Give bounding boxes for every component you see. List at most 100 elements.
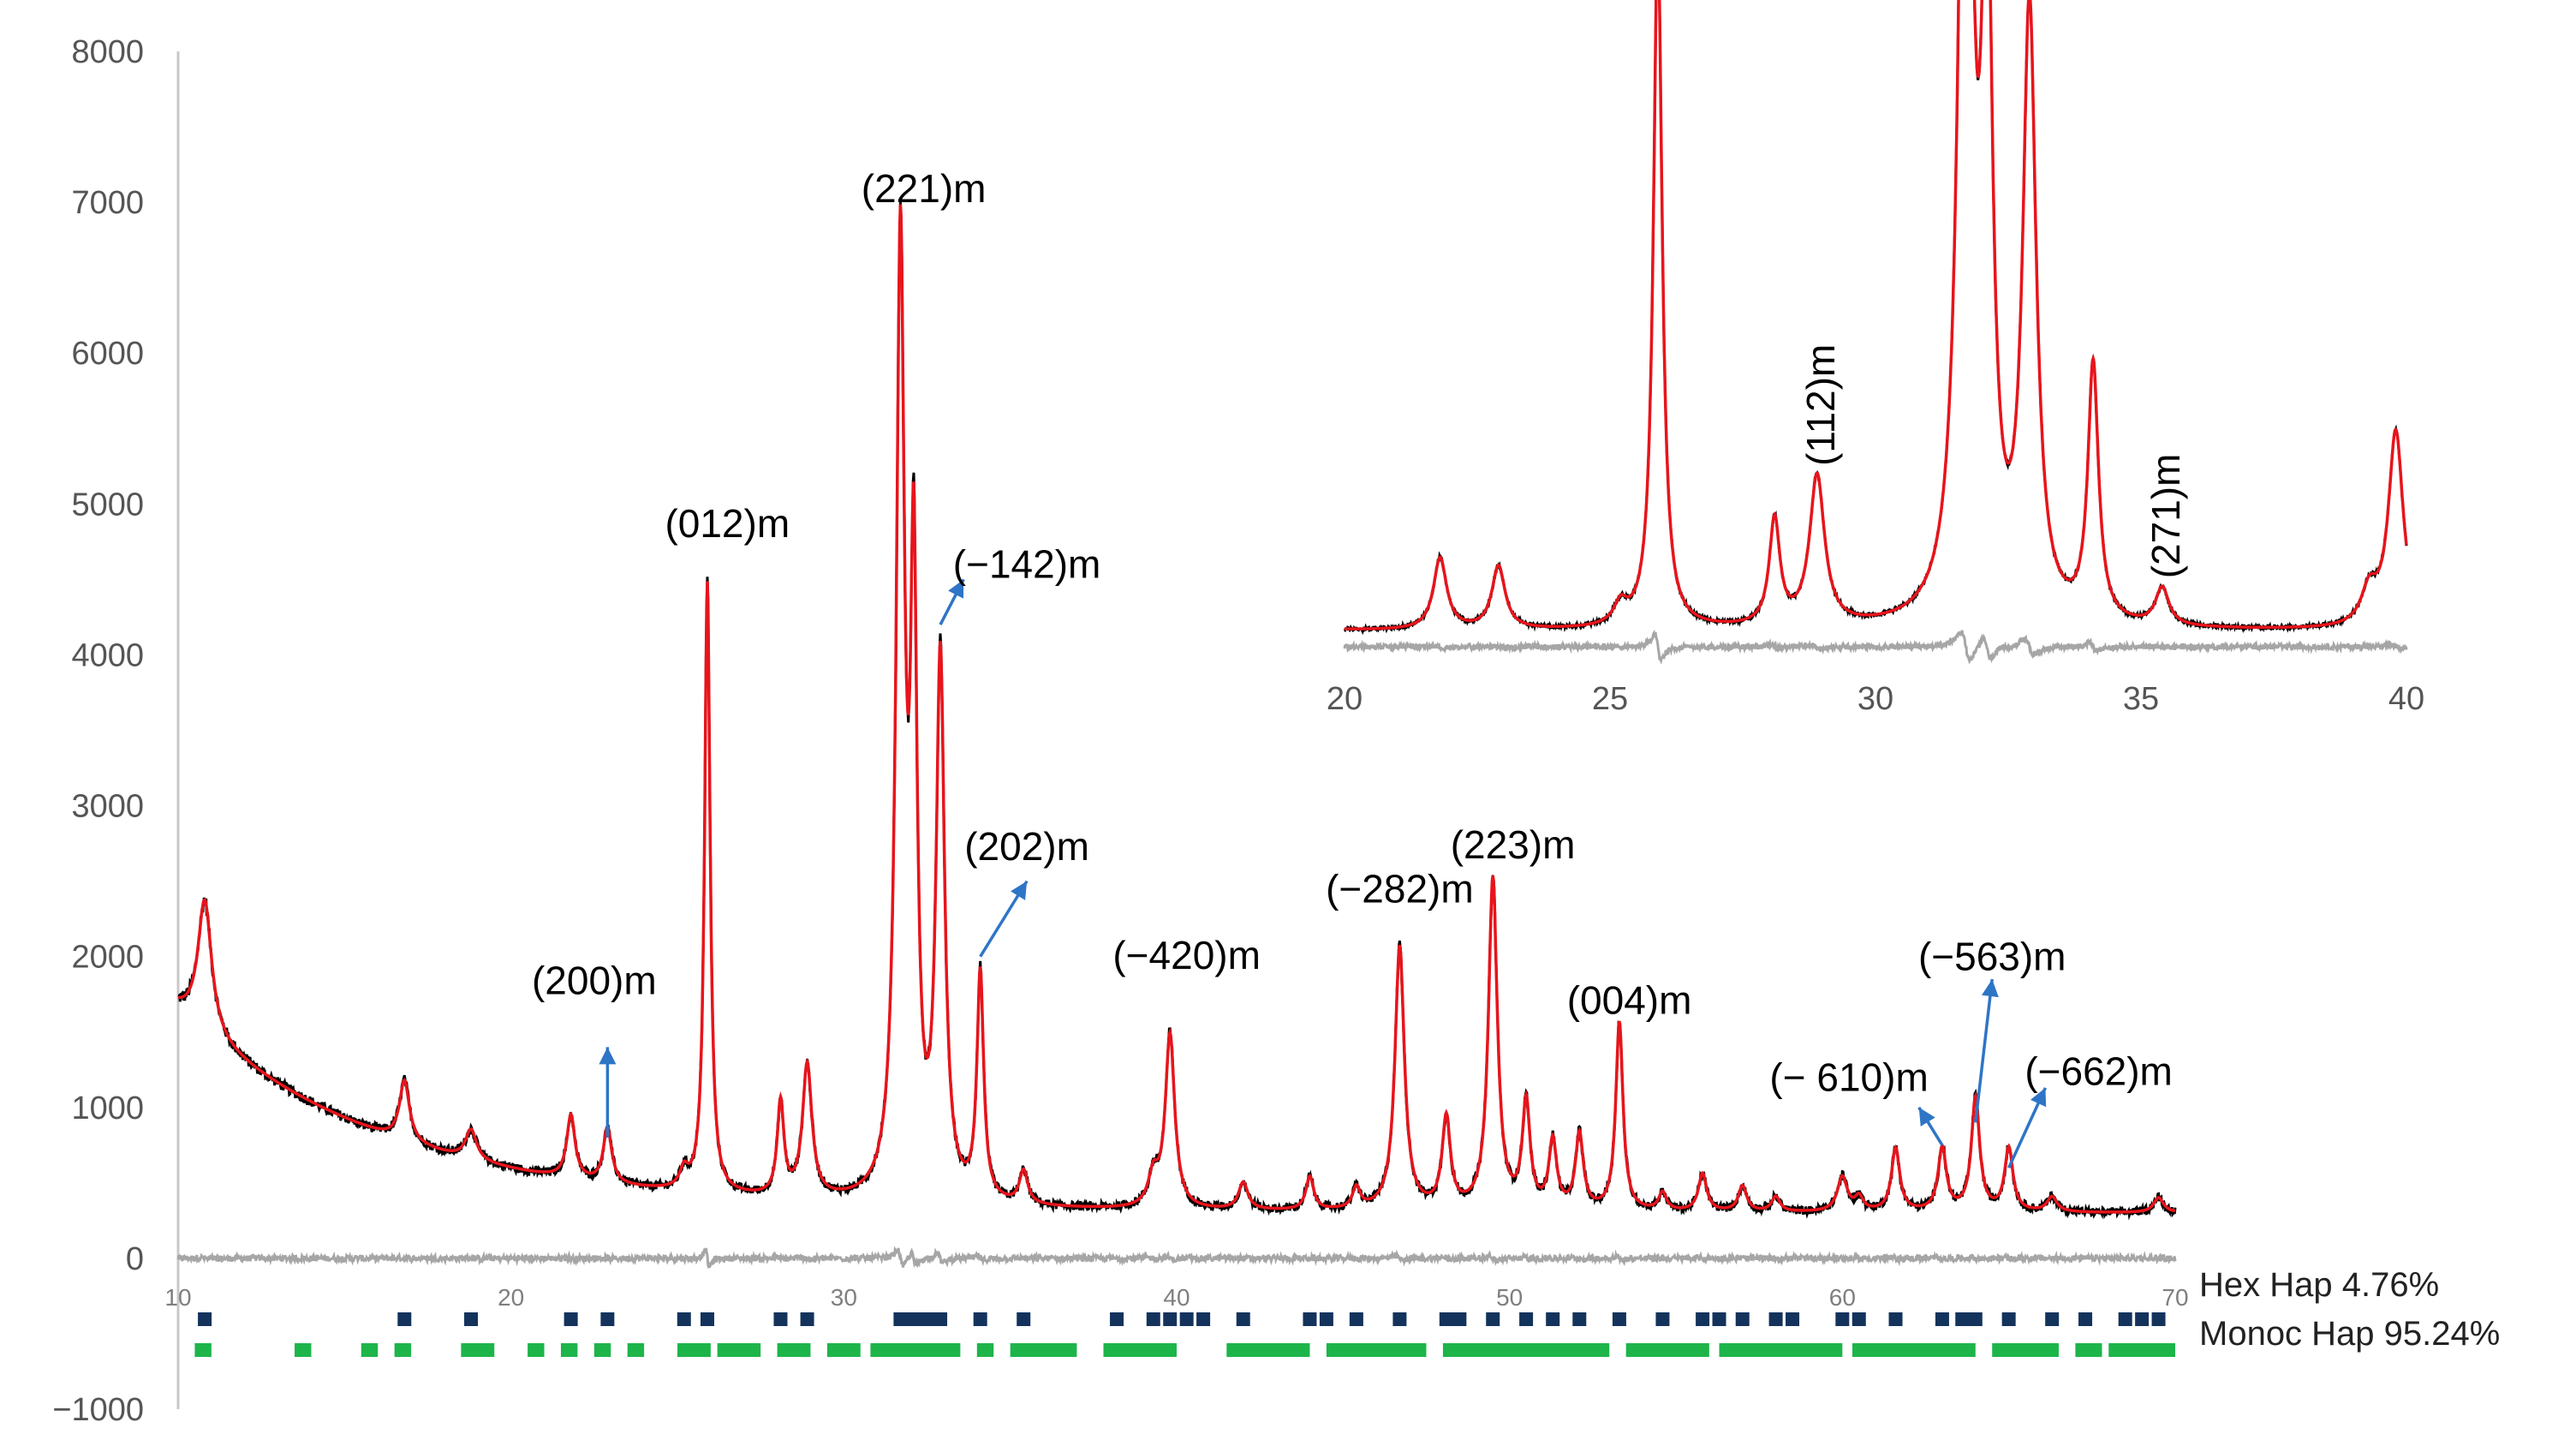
hex-reflection-tick [1319, 1312, 1333, 1326]
x-tick-label: 60 [1829, 1284, 1856, 1311]
hex-reflection-tick [1768, 1312, 1783, 1326]
hex-reflection-tick [800, 1312, 814, 1326]
hex-reflection-tick [397, 1312, 412, 1326]
hex-reflection-tick [1439, 1312, 1453, 1326]
hex-reflection-tick [2045, 1312, 2060, 1326]
annotation-arrow [599, 1047, 617, 1138]
hex-reflection-tick [677, 1312, 691, 1326]
hex-reflection-tick [2078, 1312, 2093, 1326]
peak-label: (− 610)m [1769, 1055, 1928, 1099]
hex-reflection-tick [564, 1312, 578, 1326]
y-tick-label: −1000 [52, 1392, 144, 1428]
hex-reflection-tick [773, 1312, 788, 1326]
peak-label: (−420)m [1112, 933, 1261, 977]
hex-reflection-tick [1835, 1312, 1850, 1326]
inset-difference-curve [1343, 629, 2408, 665]
peak-label: (012)m [665, 501, 790, 546]
peak-label: (−662)m [2024, 1049, 2173, 1093]
y-tick-label: 1000 [71, 1090, 144, 1126]
inset-peak-labels: (012)m(112)m(271)m [1798, 344, 2188, 579]
monoc-reflection-tick [627, 1343, 645, 1357]
monoc-reflection-tick [677, 1343, 711, 1357]
hex-reflection-tick [2118, 1312, 2132, 1326]
inset-x-tick-label: 30 [1857, 681, 1893, 717]
hex-reflection-tick [1888, 1312, 1903, 1326]
hex-reflection-tick [198, 1312, 212, 1326]
annotation-arrow [1917, 1106, 1944, 1146]
hex-reflection-tick [920, 1312, 934, 1326]
difference-curve [176, 1246, 2177, 1269]
hex-reflection-tick [1486, 1312, 1500, 1326]
hex-reflection-tick [1786, 1312, 1800, 1326]
x-tick-label: 40 [1163, 1284, 1190, 1311]
monoc-hap-reflection-ticks [194, 1343, 2175, 1357]
x-tick-label: 50 [1496, 1284, 1523, 1311]
y-tick-label: 3000 [71, 789, 144, 825]
monoc-reflection-tick [2108, 1343, 2175, 1357]
hex-reflection-tick [1696, 1312, 1710, 1326]
y-tick-label: 0 [126, 1241, 144, 1277]
hex-reflection-tick [906, 1312, 921, 1326]
x-tick-label: 10 [164, 1284, 191, 1311]
hex-reflection-tick [2001, 1312, 2016, 1326]
hex-reflection-tick [893, 1312, 908, 1326]
hex-reflection-tick [2151, 1312, 2166, 1326]
main-plot: 8000 7000 6000 5000 4000 3000 2000 1000 0 −1000 1… [52, 34, 2500, 1428]
hex-reflection-tick [464, 1312, 479, 1326]
peak-label: (−142)m [953, 542, 1101, 587]
hex-reflection-tick [1712, 1312, 1726, 1326]
monoc-reflection-tick [1226, 1343, 1310, 1357]
peak-label: (200)m [532, 959, 657, 1003]
hex-hap-reflection-ticks [198, 1312, 2166, 1326]
hex-reflection-tick [1017, 1312, 1031, 1326]
hex-reflection-tick [1955, 1312, 1970, 1326]
hex-reflection-tick [933, 1312, 948, 1326]
annotation-arrow [979, 880, 1029, 958]
monoc-reflection-tick [1442, 1343, 1610, 1357]
x-tick-label: 70 [2162, 1284, 2188, 1311]
y-tick-labels: 8000 7000 6000 5000 4000 3000 2000 1000 0 −1000 [52, 34, 144, 1428]
monoc-reflection-tick [461, 1343, 495, 1357]
monoc-reflection-tick [777, 1343, 811, 1357]
hex-reflection-tick [1452, 1312, 1467, 1326]
monoc-reflection-tick [1326, 1343, 1427, 1357]
annotation-arrow [2007, 1087, 2048, 1168]
hex-reflection-tick [1146, 1312, 1160, 1326]
hex-reflection-tick [1852, 1312, 1866, 1326]
inset-peak-label: (271)m [2144, 454, 2188, 579]
annotation-arrow [1974, 978, 1999, 1123]
monoc-reflection-tick [1852, 1343, 1976, 1357]
peak-label: (202)m [964, 824, 1089, 869]
monoc-hap-legend-label: Monoc Hap 95.24% [2199, 1315, 2500, 1353]
inset-peak-label: (112)m [1798, 344, 1843, 466]
y-tick-label: 4000 [71, 637, 144, 673]
monoc-reflection-tick [1719, 1343, 1843, 1357]
peak-label: (−282)m [1326, 866, 1474, 911]
y-tick-label: 8000 [71, 34, 144, 70]
monoc-reflection-tick [2075, 1343, 2102, 1357]
monoc-reflection-tick [361, 1343, 379, 1357]
y-tick-label: 6000 [71, 336, 144, 372]
monoc-reflection-tick [870, 1343, 961, 1357]
x-tick-labels: 10 20 30 40 50 60 70 [164, 1284, 2188, 1311]
monoc-reflection-tick [826, 1343, 861, 1357]
calculated-pattern [177, 204, 2176, 1214]
hex-reflection-tick [1236, 1312, 1250, 1326]
monoc-reflection-tick [295, 1343, 312, 1357]
inset-x-tick-label: 35 [2123, 681, 2159, 717]
inset-calculated-pattern [1345, 0, 2408, 630]
monoc-reflection-tick [1992, 1343, 2059, 1357]
x-tick-label: 30 [831, 1284, 857, 1311]
hex-hap-legend-label: Hex Hap 4.76% [2199, 1266, 2439, 1304]
hex-reflection-tick [1392, 1312, 1407, 1326]
hex-reflection-tick [1735, 1312, 1750, 1326]
inset-x-tick-labels: 20 25 30 35 40 [1327, 681, 2424, 717]
monoc-reflection-tick [1625, 1343, 1709, 1357]
monoc-reflection-tick [1010, 1343, 1077, 1357]
hex-reflection-tick [1968, 1312, 1983, 1326]
y-tick-label: 7000 [71, 185, 144, 221]
inset-x-tick-label: 25 [1592, 681, 1628, 717]
monoc-reflection-tick [560, 1343, 578, 1357]
